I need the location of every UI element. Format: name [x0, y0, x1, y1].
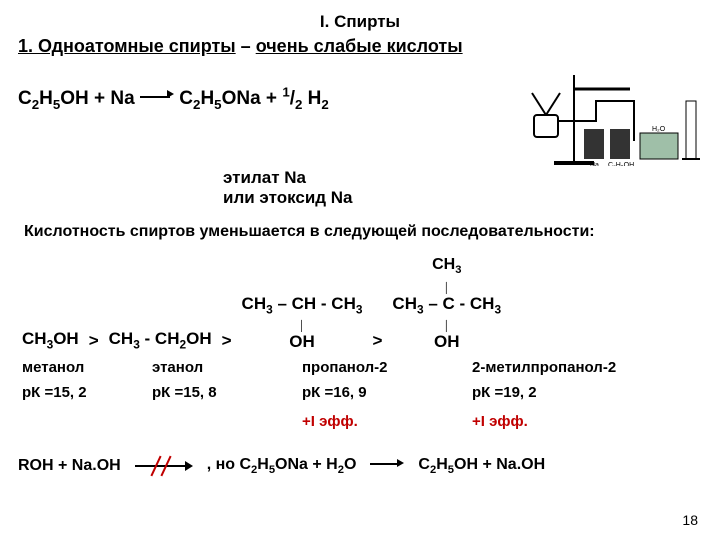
acidity-order: CH3OH > CH3 - CH2OH > CH3 – CH - CH3 │ O… [22, 257, 698, 351]
ieff-4: +I эфф. [472, 413, 672, 430]
mol-4: CH3 │ CH3 – C - CH3 │ OH [392, 257, 501, 351]
pk-4: рК =19, 2 [472, 384, 672, 401]
subtitle-dash: – [236, 36, 256, 56]
names-row: метанол этанол пропанол-2 2-метилпропано… [22, 359, 698, 376]
svg-text:Na: Na [590, 162, 599, 166]
mol-1: CH3OH [22, 330, 79, 351]
svg-text:C₂H₅OH: C₂H₅OH [608, 162, 634, 166]
arrow-icon [140, 86, 174, 108]
svg-text:H₂O: H₂O [652, 126, 666, 133]
mol-2: CH3 - CH2OH [109, 330, 212, 351]
name-3: пропанол-2 [302, 359, 472, 376]
product-label-1: этилат Na [223, 168, 702, 188]
pk-1: рК =15, 2 [22, 384, 152, 401]
eq-rhs: C2H5ONa + 1/2 H2 [179, 88, 329, 109]
no-reaction-arrow-icon [135, 459, 193, 473]
name-2: этанол [152, 359, 302, 376]
bottom-lhs: ROH + Na.OH [18, 457, 121, 475]
product-label: этилат Na или этоксид Na [223, 168, 702, 209]
pk-row: рК =15, 2 рК =15, 8 рК =16, 9 рК =19, 2 [22, 384, 698, 401]
bottom-rhs: C2H5OH + Na.OH [418, 456, 545, 476]
apparatus-figure: Na C₂H₅OH H₂O [512, 71, 702, 166]
arrow-icon [370, 455, 404, 473]
eq-lhs: C2H5OH + Na [18, 88, 135, 109]
statement: Кислотность спиртов уменьшается в следую… [24, 223, 702, 241]
subtitle: 1. Одноатомные спирты – очень слабые кис… [18, 36, 702, 57]
gt-2: > [218, 331, 236, 351]
subtitle-num: 1. Одноатомные спирты [18, 36, 236, 56]
ieff-row: +I эфф. +I эфф. [22, 409, 698, 430]
gt-1: > [85, 331, 103, 351]
pk-2: рК =15, 8 [152, 384, 302, 401]
bottom-mid: , но C2H5ONa + H2O [207, 456, 357, 476]
subtitle-underline: очень слабые кислоты [256, 36, 463, 56]
mol-3: CH3 – CH - CH3 │ OH [242, 295, 363, 352]
gt-3: > [368, 331, 386, 351]
pk-3: рК =16, 9 [302, 384, 472, 401]
name-4: 2-метилпропанол-2 [472, 359, 672, 376]
equation: C2H5OH + Na C2H5ONa + 1/2 H2 [18, 71, 502, 112]
ieff-3: +I эфф. [302, 413, 472, 430]
product-label-2: или этоксид Na [223, 188, 702, 208]
bottom-equation: ROH + Na.OH , но C2H5ONa + H2O C2H5OH + … [18, 456, 702, 476]
name-1: метанол [22, 359, 152, 376]
section-title: I. Спирты [18, 12, 702, 32]
page-number: 18 [682, 512, 698, 528]
